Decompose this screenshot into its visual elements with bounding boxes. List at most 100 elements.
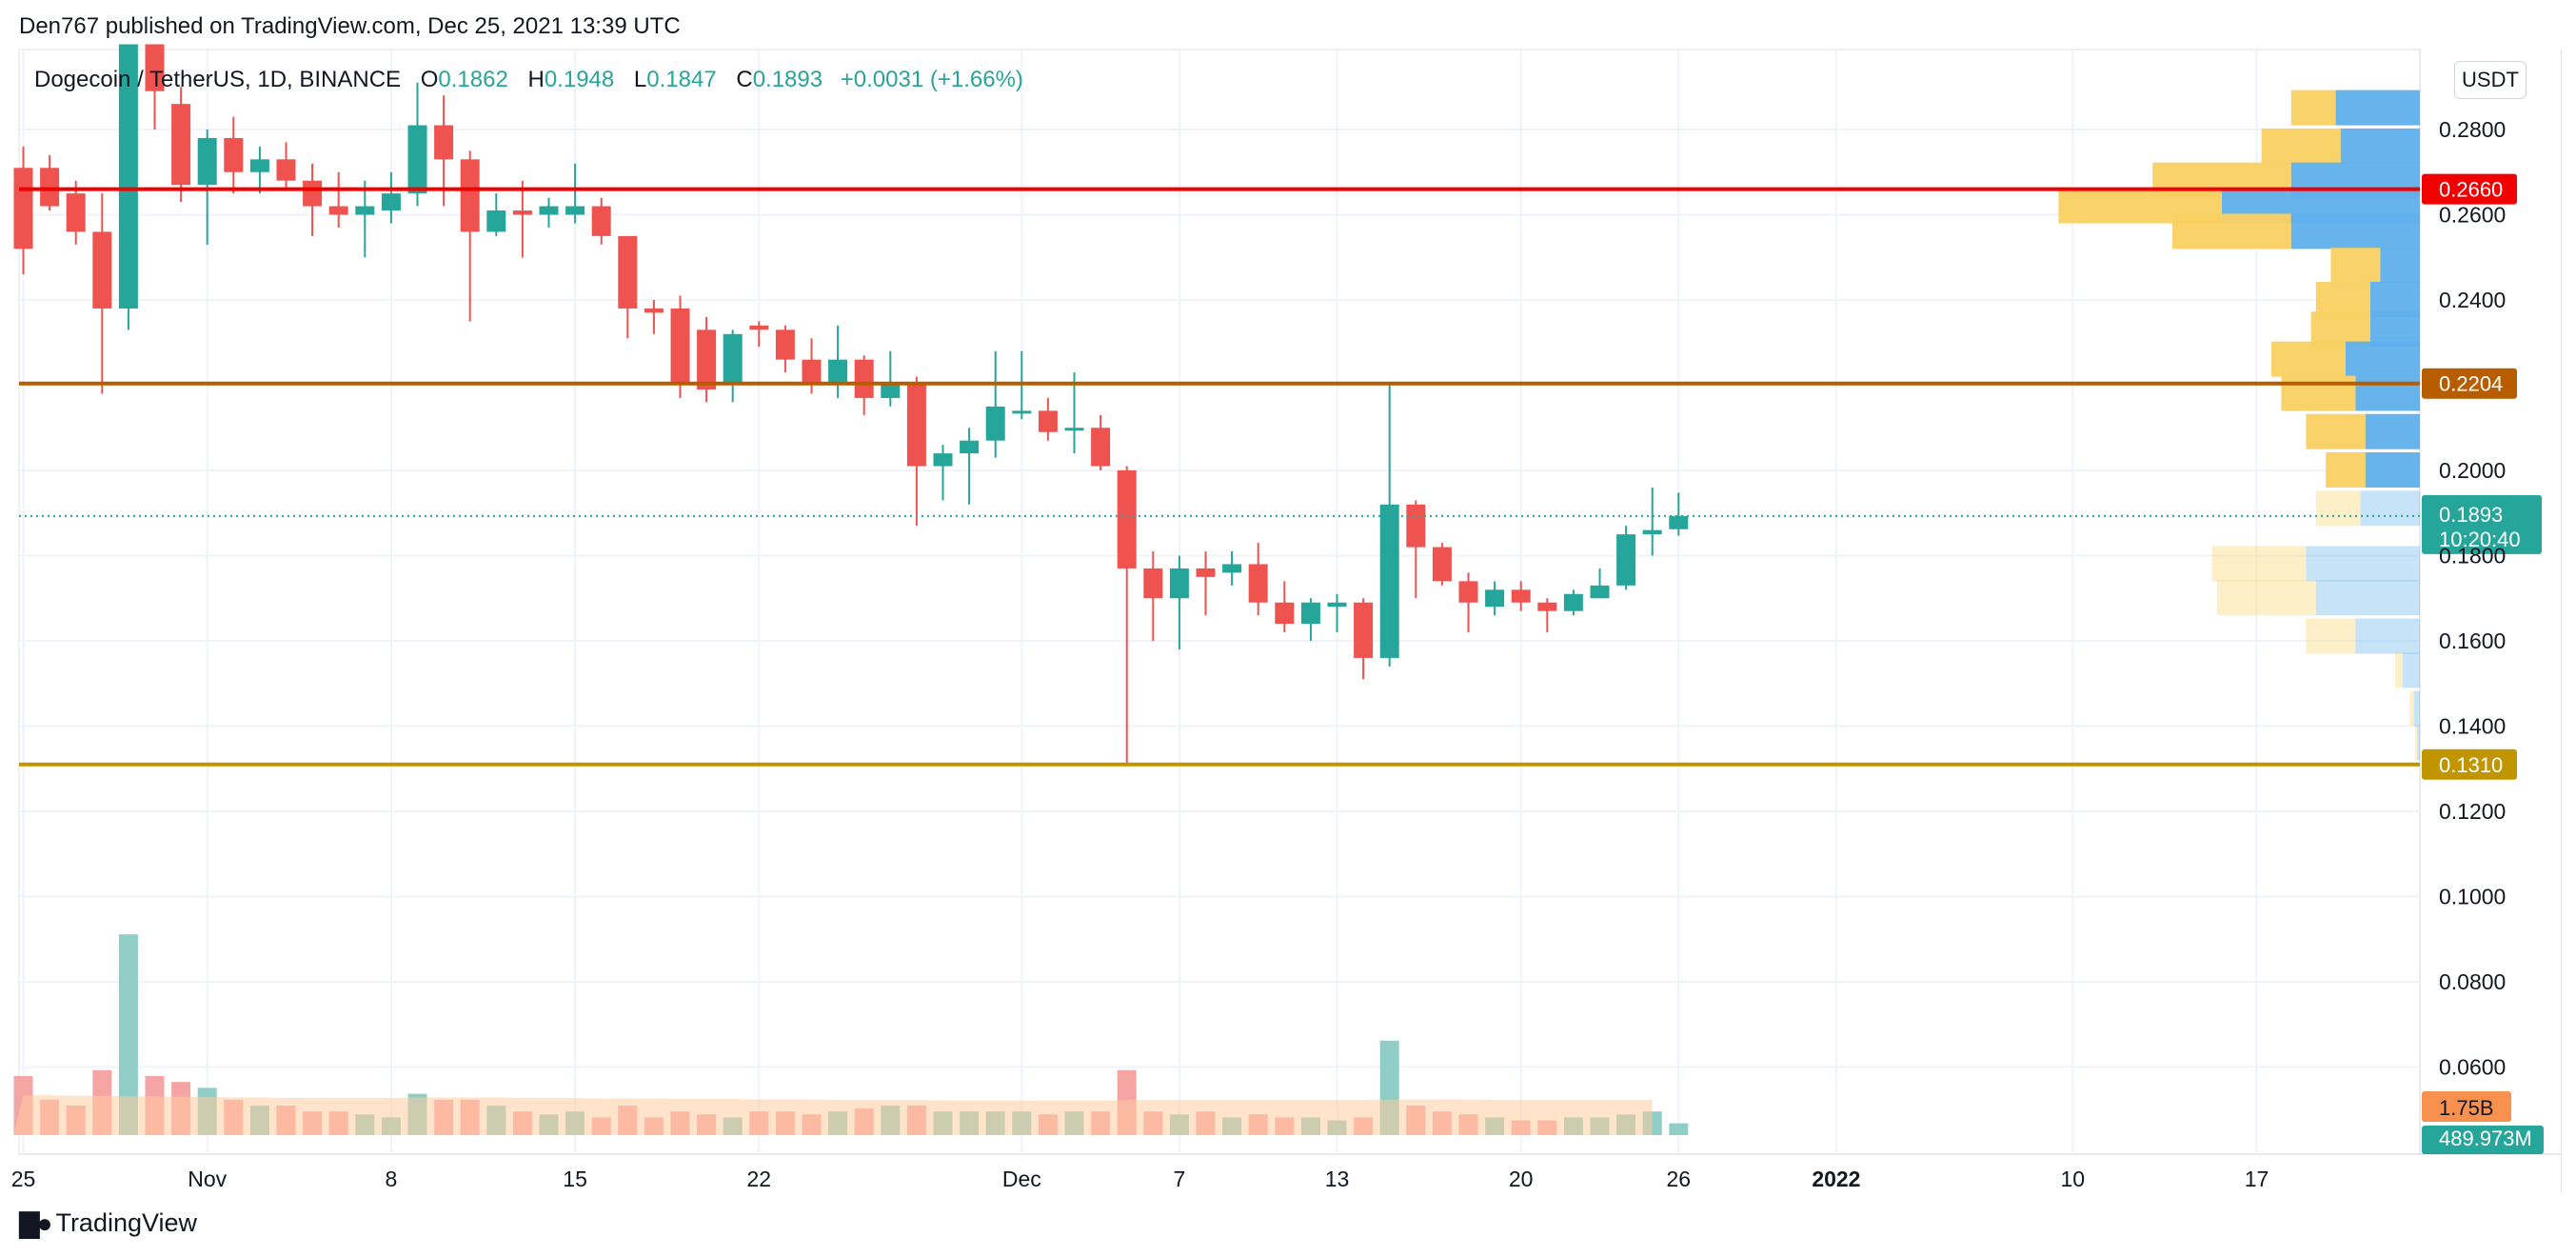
time-tick-label: Nov	[188, 1167, 227, 1191]
volume-profile-row-down	[2306, 618, 2356, 654]
volume-profile-row-up	[2365, 413, 2420, 449]
volume-profile-row-up	[2355, 618, 2420, 654]
candle-body	[1485, 589, 1505, 608]
candle-body	[486, 210, 506, 232]
volume-tag-2-label: 489.973M	[2439, 1127, 2532, 1150]
symbol-legend: Dogecoin / TetherUS, 1D, BINANCE O0.1862…	[34, 67, 1023, 93]
volume-profile-row-down	[2315, 282, 2370, 317]
horizontal-level-label: 0.2660	[2439, 178, 2503, 202]
time-tick-label: 8	[386, 1167, 398, 1191]
candle-body	[802, 359, 822, 386]
candle-body	[460, 159, 480, 232]
candle-body	[1012, 410, 1032, 414]
time-tick-label: 22	[747, 1167, 772, 1191]
volume-profile-row-down	[2261, 128, 2341, 164]
candle-body	[1038, 410, 1058, 432]
candle-body	[591, 206, 611, 236]
candle-body	[1379, 504, 1399, 658]
volume-profile-row-up	[2417, 725, 2420, 761]
candle-body	[828, 359, 848, 386]
open-label: O	[420, 67, 439, 92]
candle-body	[1354, 602, 1374, 658]
volume-profile-row-down	[2315, 490, 2361, 527]
candle-body	[249, 159, 269, 172]
volume-bar	[118, 934, 138, 1135]
volume-profile-row-up	[2315, 580, 2420, 616]
volume-tag	[2422, 1091, 2511, 1122]
volume-profile-row-down	[2172, 213, 2291, 249]
volume-profile-row-up	[2413, 690, 2420, 727]
volume-profile-row-up	[2340, 128, 2420, 164]
candle-body	[512, 210, 532, 215]
price-tick-label: 0.0600	[2439, 1055, 2506, 1080]
price-tick-label: 0.0800	[2439, 969, 2506, 994]
candle-body	[1669, 515, 1689, 529]
volume-profile-row-down	[2310, 311, 2370, 348]
price-tick-label: 0.1600	[2439, 628, 2506, 653]
candle-body	[1590, 585, 1610, 599]
candle-body	[224, 137, 244, 172]
candle-body	[328, 206, 348, 215]
volume-profile-row-up	[2370, 311, 2420, 348]
horizontal-level-label: 0.2204	[2439, 372, 2503, 396]
time-tick-label: 26	[1667, 1167, 1692, 1191]
candle-body	[1616, 534, 1636, 586]
change-value: +0.0031 (+1.66%)	[840, 67, 1023, 92]
candle-body	[1248, 564, 1268, 603]
horizontal-level-tag	[2422, 368, 2517, 399]
low-value: 0.1847	[646, 67, 717, 92]
horizontal-level-label: 0.1310	[2439, 753, 2503, 777]
time-tick-label: 15	[563, 1167, 587, 1191]
candle-body	[434, 125, 454, 160]
volume-profile-row-up	[2306, 546, 2420, 582]
candle-body	[303, 180, 323, 207]
volume-profile-row-down	[2414, 725, 2418, 761]
candle-body	[355, 206, 375, 215]
low-label: L	[633, 67, 647, 92]
candle-body	[906, 385, 926, 467]
candle-body	[1432, 547, 1452, 582]
currency-button[interactable]: USDT	[2454, 61, 2526, 99]
time-tick-label: 20	[1509, 1167, 1534, 1191]
volume-profile-row-down	[2330, 248, 2381, 284]
high-value: 0.1948	[544, 67, 615, 92]
price-tick-label: 0.1800	[2439, 544, 2506, 569]
volume-profile-row-up	[2365, 452, 2420, 488]
price-tick-label: 0.1200	[2439, 799, 2506, 824]
candle-body	[407, 125, 427, 194]
volume-tag-2	[2422, 1126, 2544, 1154]
candle-body	[1064, 428, 1084, 431]
volume-ma-area	[13, 1095, 1653, 1135]
symbol-name[interactable]: Dogecoin / TetherUS, 1D, BINANCE	[34, 67, 402, 92]
open-value: 0.1862	[438, 67, 508, 92]
publisher-line: Den767 published on TradingView.com, Dec…	[19, 13, 681, 39]
price-tick-label: 0.2600	[2439, 203, 2506, 228]
candle-body	[539, 206, 559, 215]
candle-body	[618, 235, 638, 309]
candle-body	[145, 44, 165, 91]
price-tick-label: 0.1400	[2439, 714, 2506, 739]
volume-profile-row-down	[2271, 341, 2346, 377]
candle-body	[1222, 564, 1242, 573]
candle-body	[1275, 602, 1295, 625]
candle-body	[13, 168, 33, 249]
horizontal-level-tag	[2422, 748, 2517, 780]
volume-profile-row-up	[2355, 375, 2420, 411]
tradingview-logo[interactable]: ▇● TradingView	[19, 1207, 197, 1239]
candle-body	[1196, 568, 1216, 577]
price-tick-label: 0.2400	[2439, 288, 2506, 312]
candle-body	[1642, 529, 1662, 535]
volume-tag-label: 1.75B	[2439, 1096, 2494, 1120]
time-tick-label: 10	[2061, 1167, 2086, 1191]
volume-profile-row-up	[2346, 341, 2420, 377]
price-tick-label: 0.2000	[2439, 458, 2506, 483]
price-tick-label: 0.1000	[2439, 885, 2506, 909]
last-price-tag	[2422, 494, 2542, 554]
candle-body	[565, 206, 585, 215]
candle-body	[697, 329, 717, 389]
candle-body	[723, 333, 743, 386]
volume-profile-row-down	[2216, 580, 2316, 616]
candle-body	[171, 104, 191, 186]
candle-body	[1143, 568, 1163, 599]
